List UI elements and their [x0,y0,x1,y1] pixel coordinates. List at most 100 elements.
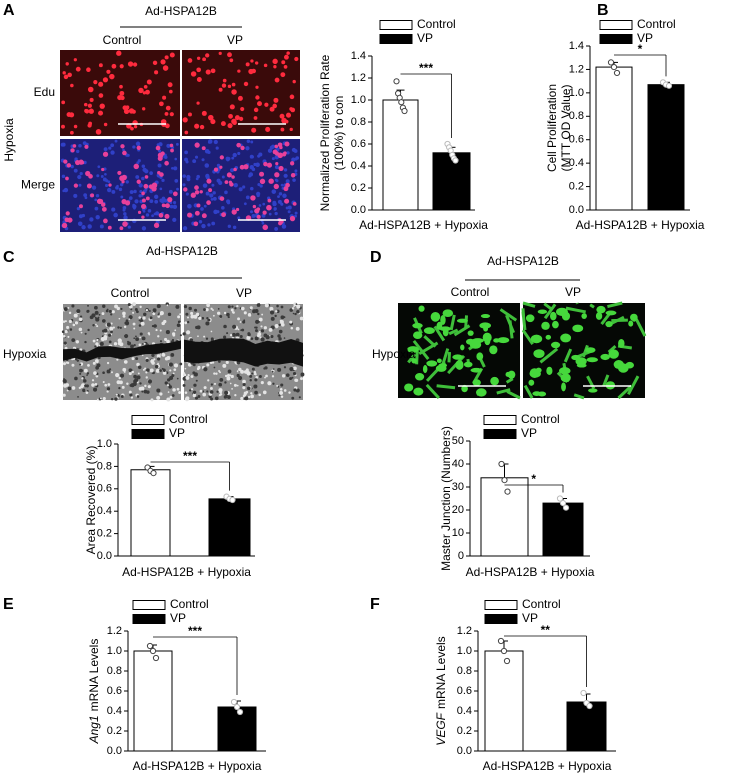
cell-nucleus [187,203,192,209]
cell-nucleus [149,199,154,204]
cell-nucleus [129,196,133,200]
cell [545,334,552,340]
cell-nucleus [194,155,199,159]
column-label: Control [451,285,490,299]
tube [522,301,536,308]
cell [95,374,99,378]
data-point [504,488,511,495]
cell-nucleus [98,93,104,98]
cell-nucleus [232,152,237,158]
cell [136,362,140,367]
cell [139,336,142,339]
cell [62,393,66,397]
cell-nucleus [123,108,130,114]
cell [176,377,179,380]
data-point [149,647,157,655]
cell [285,373,290,377]
cell-nucleus [248,174,252,178]
cell [87,364,90,367]
cell [71,338,76,343]
cell [426,360,438,367]
panel-header: Ad-HSPA12B [487,254,559,268]
cell [103,334,108,340]
cell [219,315,223,319]
cell-nucleus [132,203,136,207]
cell [210,383,214,386]
data-point [586,702,593,710]
cell [173,368,177,372]
cell [95,317,100,322]
cell-nucleus [95,215,100,220]
cell [157,357,161,361]
data-point [233,703,241,711]
micrograph [182,50,300,136]
cell [136,395,140,398]
cell-nucleus [86,183,92,189]
y-tick-label: 0.0 [107,745,122,757]
cell-nucleus [70,164,74,169]
cell [267,381,272,386]
cell [250,392,253,395]
cell [104,383,108,387]
cell [249,306,253,310]
cell-nucleus [209,193,214,198]
cell [87,328,90,332]
cell-nucleus [280,72,286,78]
data-point [498,460,505,468]
cell-nucleus [169,52,175,58]
cell [283,389,287,392]
cell [214,396,219,401]
cell-nucleus [102,151,109,157]
cell [277,367,282,372]
cell-nucleus [70,148,75,153]
cell-nucleus [87,103,92,108]
cell-nucleus [245,62,250,67]
cell-nucleus [205,175,210,180]
cell-nucleus [251,127,257,133]
tube [505,314,516,334]
cell [142,316,146,320]
cell-nucleus [237,69,241,73]
cell-nucleus [113,212,118,218]
cell [125,319,129,323]
tube [607,301,623,309]
cell-nucleus [205,191,210,196]
x-axis-label: Ad-HSPA12B + Hypoxia [122,565,251,579]
cell-nucleus [154,199,159,204]
y-axis-label-text: mRNA Levels [434,636,448,709]
cell [202,390,205,393]
cell [262,390,267,395]
cell [137,365,142,370]
cell-nucleus [255,95,260,100]
cell-nucleus [141,226,147,231]
cell-nucleus [283,173,288,178]
cell-nucleus [83,102,88,107]
cell [209,361,213,365]
cell [250,394,254,399]
cell-nucleus [237,216,241,220]
x-axis-label: Ad-HSPA12B + Hypoxia [483,759,612,773]
data-point [150,470,157,477]
cell [270,316,275,321]
cell [268,327,273,332]
cell [72,323,76,327]
cell [131,370,134,374]
y-tick-label: 0.0 [569,204,584,216]
cell [143,342,146,345]
cell [251,372,254,375]
legend-label: Control [521,412,560,426]
cell-nucleus [271,144,276,149]
y-axis-label: Ang1 mRNA Levels [87,639,101,745]
cell-nucleus [211,221,216,226]
cell [438,363,448,368]
cell [147,332,151,335]
y-tick-label: 1.0 [107,645,122,657]
y-tick-label: 10 [452,527,464,539]
cell [145,371,148,374]
cell [150,359,155,364]
cell [203,308,206,311]
cell [145,309,149,312]
cell [62,334,66,338]
side-label: Hypoxia [3,347,47,361]
cell [206,303,210,308]
